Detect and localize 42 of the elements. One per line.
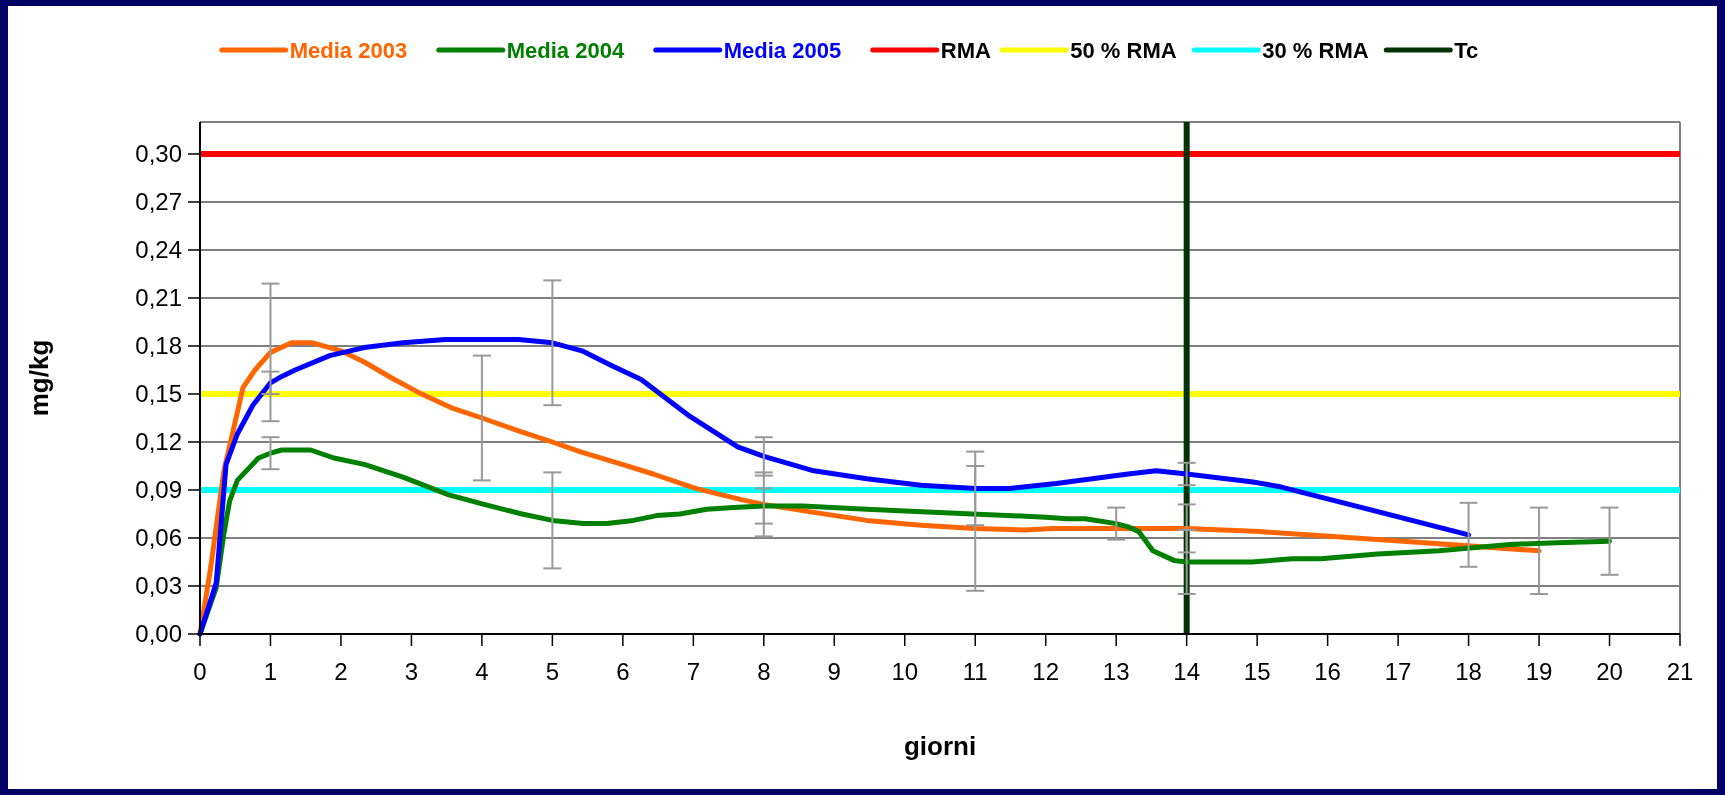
y-tick-label: 0,03 [135,572,182,600]
x-tick-label: 15 [1243,658,1271,685]
x-tick-label: 19 [1525,658,1553,685]
x-tick-label: 6 [616,658,630,685]
y-tick-label: 0,00 [135,620,182,648]
legend-label: Media 2003 [289,37,408,63]
x-tick-label: 12 [1032,658,1060,685]
legend-label: 30 % RMA [1262,37,1369,63]
legend-label: 50 % RMA [1070,37,1177,63]
x-tick-label: 0 [193,658,207,685]
x-tick-label: 7 [686,658,701,685]
x-tick-label: 11 [962,658,988,685]
x-tick-label: 20 [1596,658,1623,685]
legend-label: RMA [940,37,991,63]
x-tick-label: 14 [1173,658,1201,685]
y-tick-label: 0,15 [135,380,182,408]
x-tick-label: 13 [1102,658,1130,685]
x-axis-title: giorni [903,731,977,761]
x-tick-label: 9 [827,658,841,685]
x-tick-label: 5 [545,658,560,685]
x-tick-label: 2 [334,658,348,685]
x-tick-label: 8 [757,658,771,685]
y-axis-title: mg/kg [24,339,54,417]
x-tick-label: 18 [1455,658,1482,685]
legend-label: Media 2005 [723,37,842,63]
x-tick-label: 3 [404,658,419,685]
y-tick-label: 0,30 [135,140,182,168]
y-tick-label: 0,27 [135,188,182,216]
y-tick-label: 0,18 [135,332,182,360]
y-tick-label: 0,06 [135,524,182,552]
legend-label: Media 2004 [506,37,625,63]
x-tick-label: 10 [891,658,919,685]
y-tick-label: 0,12 [135,428,182,456]
y-tick-label: 0,21 [135,284,182,312]
x-tick-label: 16 [1314,658,1341,685]
x-tick-label: 21 [1666,658,1694,685]
legend-label: Tc [1454,37,1479,63]
x-tick-label: 1 [263,658,278,685]
y-tick-label: 0,09 [135,476,182,504]
x-tick-label: 4 [475,658,489,685]
y-tick-label: 0,24 [135,236,182,264]
x-tick-label: 17 [1384,658,1412,685]
